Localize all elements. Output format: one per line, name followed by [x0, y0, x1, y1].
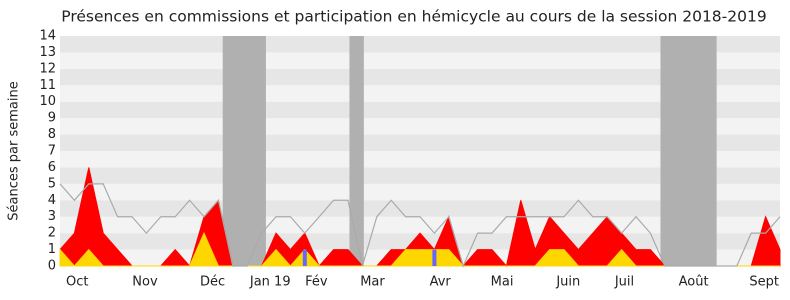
vacation-band — [222, 36, 266, 266]
x-tick-label: Oct — [66, 275, 88, 290]
y-tick-label: 5 — [48, 176, 56, 191]
x-tick-label: Nov — [132, 275, 158, 290]
x-tick-label: Sept — [749, 275, 779, 290]
vacation-band — [349, 36, 364, 266]
y-axis-label: Séances par semaine — [7, 81, 22, 220]
x-tick-label: Avr — [430, 275, 452, 290]
chart-title: Présences en commissions et participatio… — [61, 8, 766, 26]
y-tick-label: 1 — [48, 242, 56, 257]
y-tick-label: 12 — [39, 61, 56, 76]
bar — [432, 249, 437, 266]
x-tick-label: Août — [679, 275, 709, 290]
vacation-band — [660, 36, 717, 266]
x-tick-label: Juil — [614, 275, 634, 290]
y-tick-label: 2 — [48, 226, 56, 241]
x-tick-label: Juin — [555, 275, 580, 290]
y-tick-label: 11 — [39, 78, 56, 93]
x-tick-label: Déc — [200, 275, 225, 290]
y-tick-label: 14 — [39, 29, 56, 44]
y-tick-label: 4 — [48, 193, 56, 208]
y-tick-label: 8 — [48, 127, 56, 142]
x-tick-label: Fév — [305, 275, 328, 290]
y-tick-label: 13 — [39, 45, 56, 60]
x-tick-label: Mai — [491, 275, 514, 290]
y-tick-label: 9 — [48, 111, 56, 126]
y-tick-label: 6 — [48, 160, 56, 175]
y-tick-label: 10 — [39, 94, 56, 109]
y-tick-label: 0 — [48, 259, 56, 274]
x-tick-label: Jan 19 — [249, 275, 291, 290]
bar — [302, 249, 307, 266]
y-tick-label: 3 — [48, 209, 56, 224]
line — [59, 183, 781, 268]
y-tick-label: 7 — [48, 144, 56, 159]
x-tick-label: Mar — [360, 275, 385, 290]
